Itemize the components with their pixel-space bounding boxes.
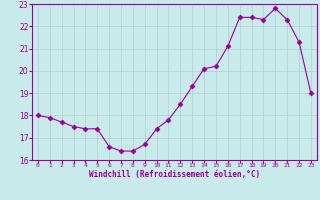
X-axis label: Windchill (Refroidissement éolien,°C): Windchill (Refroidissement éolien,°C) (89, 170, 260, 179)
